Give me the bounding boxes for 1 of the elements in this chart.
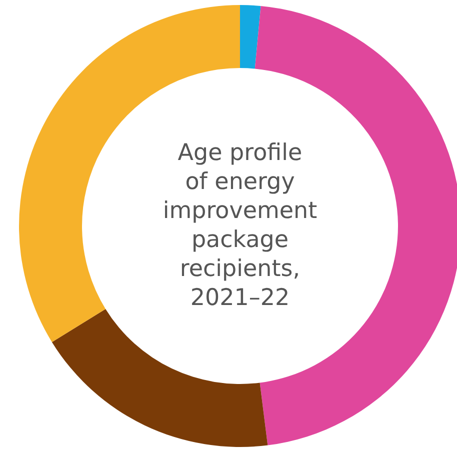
text: Age profile of energy improvement package recipients, 2021–22 [162, 140, 318, 311]
